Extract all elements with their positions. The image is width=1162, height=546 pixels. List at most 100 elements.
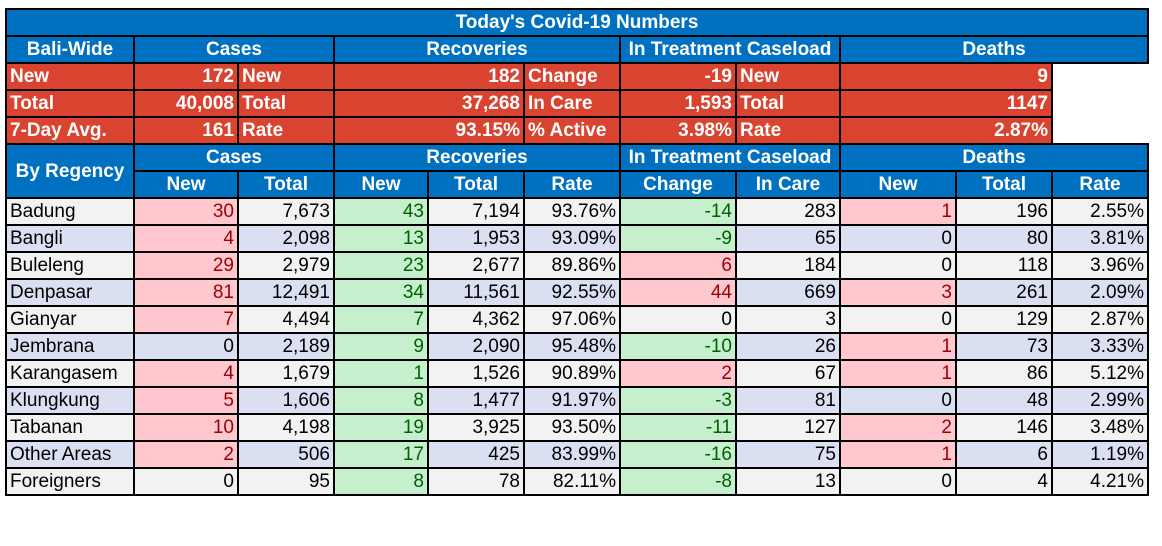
- bali-wide-row: 7-Day Avg. 161 Rate 93.15%% Active 3.98% Rate…: [5, 116, 1148, 145]
- bali-metric-value: 182: [333, 62, 525, 91]
- column-header: Change: [619, 170, 737, 199]
- deaths-new-cell: 0: [839, 251, 957, 280]
- regency-name: Bangli: [5, 224, 135, 253]
- recoveries-total-cell: 7,194: [427, 197, 525, 226]
- deaths-total-cell: 261: [955, 278, 1053, 307]
- bali-metric-value: 172: [133, 62, 239, 91]
- cases-new-cell: 4: [133, 359, 239, 388]
- table-row: Bangli 4 2,098 13 1,953 93.09% -9 65 0 80 3.81%: [5, 224, 1149, 253]
- column-header: Rate: [523, 170, 621, 199]
- deaths-total-cell: 6: [955, 440, 1053, 469]
- deaths-new-cell: 3: [839, 278, 957, 307]
- bali-metric-label: Rate: [735, 116, 841, 145]
- column-header: New: [333, 170, 429, 199]
- cases-new-cell: 2: [133, 440, 239, 469]
- recoveries-rate-cell: 91.97%: [523, 386, 621, 415]
- recoveries-rate-cell: 82.11%: [523, 467, 621, 496]
- treatment-in-care-cell: 81: [735, 386, 841, 415]
- treatment-in-care-cell: 65: [735, 224, 841, 253]
- deaths-new-cell: 2: [839, 413, 957, 442]
- cases-total-cell: 95: [237, 467, 335, 496]
- table-row: Other Areas 2 506 17 425 83.99% -16 75 1 6 1.19%: [5, 440, 1149, 469]
- cases-new-cell: 5: [133, 386, 239, 415]
- regency-name: Tabanan: [5, 413, 135, 442]
- recoveries-total-cell: 1,477: [427, 386, 525, 415]
- treatment-in-care-cell: 3: [735, 305, 841, 334]
- recoveries-new-cell: 1: [333, 359, 429, 388]
- bali-metric-label: 7-Day Avg.: [5, 116, 135, 145]
- deaths-rate-cell: 1.19%: [1051, 440, 1149, 469]
- treatment-change-cell: 0: [619, 305, 737, 334]
- deaths-rate-cell: 4.21%: [1051, 467, 1149, 496]
- regency-name: Gianyar: [5, 305, 135, 334]
- table-title: Today's Covid-19 Numbers: [5, 8, 1149, 37]
- deaths-new-cell: 0: [839, 224, 957, 253]
- deaths-total-cell: 48: [955, 386, 1053, 415]
- table-row: Karangasem 4 1,679 1 1,526 90.89% 2 67 1 86 5.12%: [5, 359, 1149, 388]
- table-row: Gianyar 7 4,494 7 4,362 97.06% 0 3 0 129 2.87%: [5, 305, 1149, 334]
- recoveries-total-cell: 78: [427, 467, 525, 496]
- deaths-new-cell: 1: [839, 332, 957, 361]
- bali-metric-label: Rate: [237, 116, 335, 145]
- column-header: Rate: [1051, 170, 1149, 199]
- recoveries-new-cell: 8: [333, 386, 429, 415]
- cases-new-cell: 29: [133, 251, 239, 280]
- bali-wide-header-row: Bali-Wide Cases Recoveries In Treatment …: [5, 35, 1149, 64]
- title-row: Today's Covid-19 Numbers: [5, 8, 1149, 37]
- treatment-in-care-cell: 184: [735, 251, 841, 280]
- deaths-rate-cell: 2.09%: [1051, 278, 1149, 307]
- table-row: Buleleng 29 2,979 23 2,677 89.86% 6 184 0 118 3.96…: [5, 251, 1149, 280]
- bali-metric-label: New: [237, 62, 335, 91]
- treatment-change-cell: -10: [619, 332, 737, 361]
- cases-total-cell: 2,189: [237, 332, 335, 361]
- recoveries-rate-cell: 92.55%: [523, 278, 621, 307]
- deaths-total-cell: 80: [955, 224, 1053, 253]
- bali-metric-value: 93.15%: [333, 116, 525, 145]
- bali-wide-row: New 172 New 182 Change -19 New 9: [5, 62, 1148, 91]
- bali-metric-value: 1,593: [619, 89, 737, 118]
- regency-name: Buleleng: [5, 251, 135, 280]
- recoveries-total-cell: 2,090: [427, 332, 525, 361]
- bali-cases-header: Cases: [133, 35, 335, 64]
- deaths-total-cell: 196: [955, 197, 1053, 226]
- treatment-change-cell: -9: [619, 224, 737, 253]
- bali-wide-body: New 172 New 182 Change -19 New 9 Total 40,008 Tota…: [5, 62, 1148, 145]
- bali-metric-value: 2.87%: [839, 116, 1053, 145]
- deaths-total-cell: 118: [955, 251, 1053, 280]
- recoveries-total-cell: 1,953: [427, 224, 525, 253]
- cases-new-cell: 0: [133, 467, 239, 496]
- deaths-rate-cell: 3.48%: [1051, 413, 1149, 442]
- regency-name: Denpasar: [5, 278, 135, 307]
- recoveries-rate-cell: 83.99%: [523, 440, 621, 469]
- regency-subheader-row: New Total New Total Rate Change In Care New Tota…: [6, 170, 1149, 199]
- cases-total-cell: 4,198: [237, 413, 335, 442]
- deaths-new-cell: 0: [839, 386, 957, 415]
- recoveries-rate-cell: 90.89%: [523, 359, 621, 388]
- treatment-in-care-cell: 669: [735, 278, 841, 307]
- recoveries-new-cell: 7: [333, 305, 429, 334]
- deaths-total-cell: 4: [955, 467, 1053, 496]
- bali-recoveries-header: Recoveries: [333, 35, 621, 64]
- treatment-in-care-cell: 75: [735, 440, 841, 469]
- deaths-new-cell: 1: [839, 440, 957, 469]
- cases-total-cell: 4,494: [237, 305, 335, 334]
- bali-metric-value: 37,268: [333, 89, 525, 118]
- bali-treatment-header: In Treatment Caseload: [619, 35, 841, 64]
- recoveries-new-cell: 23: [333, 251, 429, 280]
- treatment-change-cell: 44: [619, 278, 737, 307]
- deaths-new-cell: 1: [839, 197, 957, 226]
- bali-metric-label: Change: [523, 62, 621, 91]
- treatment-in-care-cell: 67: [735, 359, 841, 388]
- regency-name: Foreigners: [5, 467, 135, 496]
- regency-recoveries-header: Recoveries: [333, 143, 621, 172]
- treatment-change-cell: -16: [619, 440, 737, 469]
- cases-total-cell: 1,606: [237, 386, 335, 415]
- treatment-change-cell: -11: [619, 413, 737, 442]
- recoveries-total-cell: 3,925: [427, 413, 525, 442]
- cases-new-cell: 7: [133, 305, 239, 334]
- by-regency-label: By Regency: [5, 143, 135, 199]
- column-header: Total: [955, 170, 1053, 199]
- bali-wide-label: Bali-Wide: [5, 35, 135, 64]
- treatment-change-cell: -3: [619, 386, 737, 415]
- treatment-in-care-cell: 26: [735, 332, 841, 361]
